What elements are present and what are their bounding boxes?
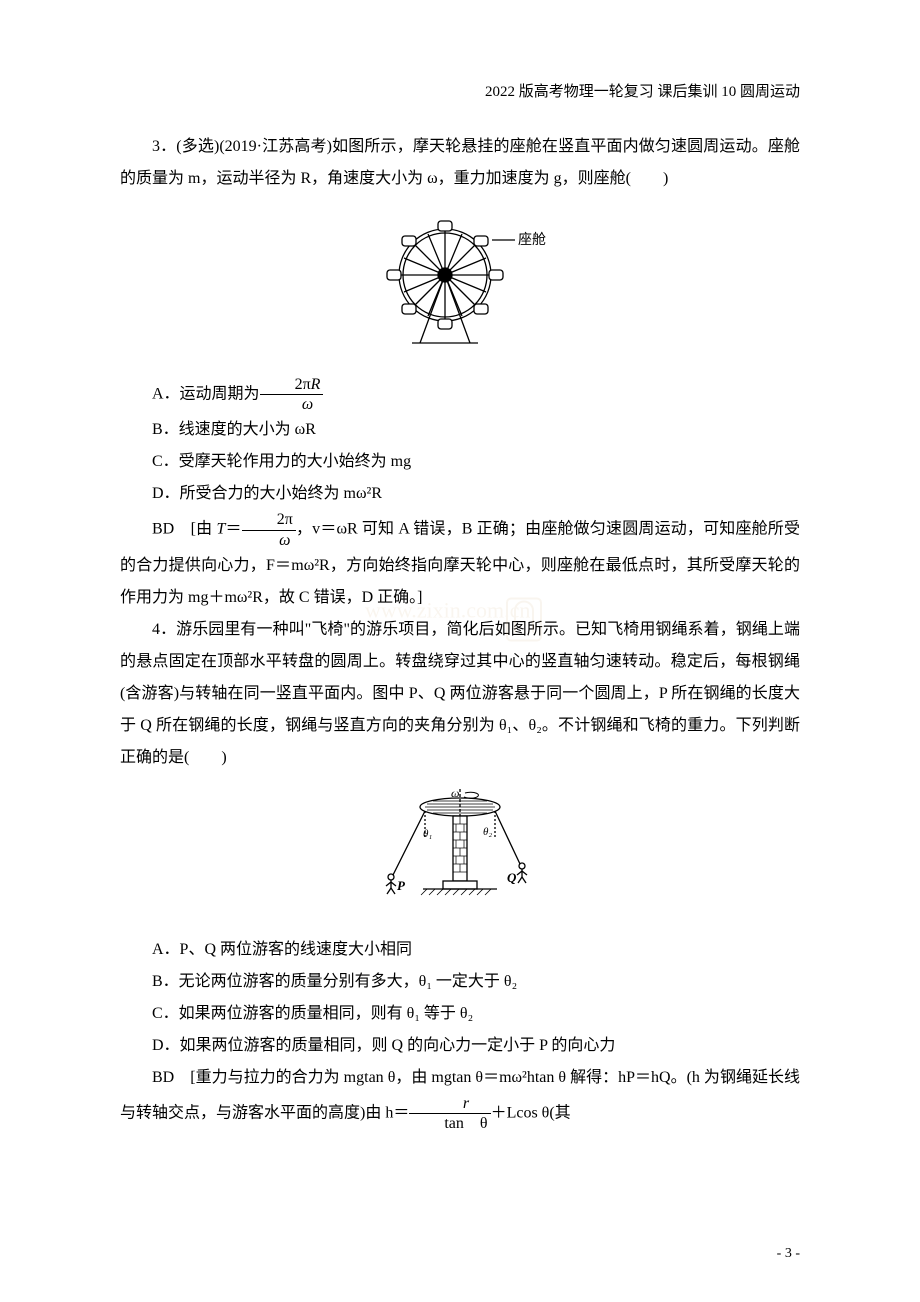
q4-figure: ω: [120, 789, 800, 919]
page-number: - 3 -: [777, 1246, 800, 1262]
q4-option-a: A．P、Q 两位游客的线速度大小相同: [120, 934, 800, 966]
q3-stem: 3．(多选)(2019·江苏高考)如图所示，摩天轮悬挂的座舱在竖直平面内做匀速圆…: [120, 131, 800, 195]
q3-answer: BD [由 T＝2πω，v＝ωR 可知 A 错误，B 正确；由座舱做匀速圆周运动…: [120, 510, 800, 613]
q3-option-b: B．线速度的大小为 ωR: [120, 414, 800, 446]
q4-answer-label: BD: [152, 1069, 174, 1086]
q3-answer-label: BD: [152, 521, 174, 538]
q3-option-d: D．所受合力的大小始终为 mω²R: [120, 478, 800, 510]
svg-text:ω: ω: [451, 789, 459, 800]
q3-figure: 座舱: [120, 210, 800, 360]
q3-option-a: A．运动周期为2πRω: [120, 375, 800, 414]
q4-stem: 4．游乐园里有一种叫"飞椅"的游乐项目，简化后如图所示。已知飞椅用钢绳系着，钢绳…: [120, 614, 800, 774]
q4-answer: BD [重力与拉力的合力为 mgtan θ，由 mgtan θ＝mω²htan …: [120, 1062, 800, 1133]
svg-text:P: P: [397, 878, 406, 893]
svg-text:Q: Q: [507, 870, 517, 885]
page-header: 2022 版高考物理一轮复习 课后集训 10 圆周运动: [120, 80, 800, 101]
q4-option-d: D．如果两位游客的质量相同，则 Q 的向心力一定小于 P 的向心力: [120, 1030, 800, 1062]
q4-option-c: C．如果两位游客的质量相同，则有 θ₁ 等于 θ₂: [120, 998, 800, 1030]
q3-option-c: C．受摩天轮作用力的大小始终为 mg: [120, 446, 800, 478]
svg-text:θ₂: θ₂: [483, 826, 492, 838]
q3-figure-label: 座舱: [518, 232, 546, 248]
svg-text:θ₁: θ₁: [423, 828, 432, 840]
q4-option-b: B．无论两位游客的质量分别有多大，θ₁ 一定大于 θ₂: [120, 966, 800, 998]
